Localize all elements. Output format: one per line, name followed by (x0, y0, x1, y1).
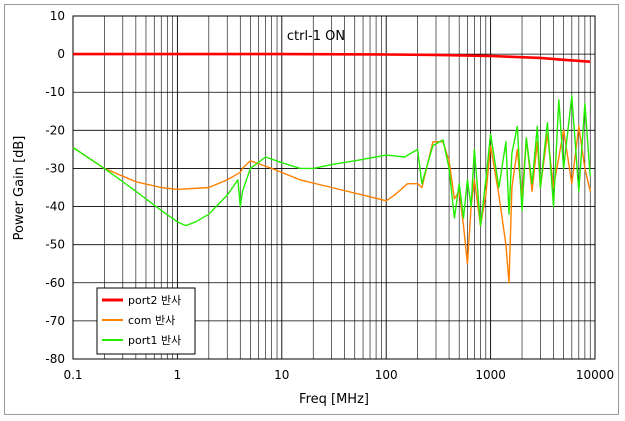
y-tick-label: 0 (57, 47, 65, 61)
x-axis-label: Freq [MHz] (299, 392, 369, 407)
tick-labels: 0.1 1 10 100 1000 10000100-10-20-30-40-50-60-… (45, 9, 614, 382)
y-tick-label: -20 (45, 123, 65, 137)
legend-label: port1 반사 (128, 334, 181, 347)
y-tick-label: -60 (45, 276, 65, 290)
y-tick-label: -80 (45, 352, 65, 366)
y-tick-label: 10 (50, 9, 65, 23)
x-tick-label: 0.1 (63, 368, 82, 382)
y-axis-label: Power Gain [dB] (12, 136, 27, 241)
x-tick-label: 10 (274, 368, 289, 382)
y-tick-label: -10 (45, 85, 65, 99)
y-tick-label: -30 (45, 161, 65, 175)
series-group (72, 52, 591, 284)
legend-label: port2 반사 (128, 294, 181, 307)
x-tick-label: 10000 (576, 368, 614, 382)
plot-border (72, 15, 596, 360)
y-tick-label: -70 (45, 314, 65, 328)
series-line-3 (72, 95, 591, 227)
x-tick-label: 100 (375, 368, 398, 382)
legend: port2 반사 com 반사 port1 반사 (96, 287, 196, 355)
y-tick-label: -40 (45, 200, 65, 214)
chart-title: ctrl-1 ON (287, 29, 345, 44)
x-tick-label: 1 (174, 368, 182, 382)
x-tick-label: 1000 (475, 368, 506, 382)
legend-label: com 반사 (128, 314, 175, 327)
y-tick-label: -50 (45, 238, 65, 252)
series-line-1 (73, 52, 591, 63)
